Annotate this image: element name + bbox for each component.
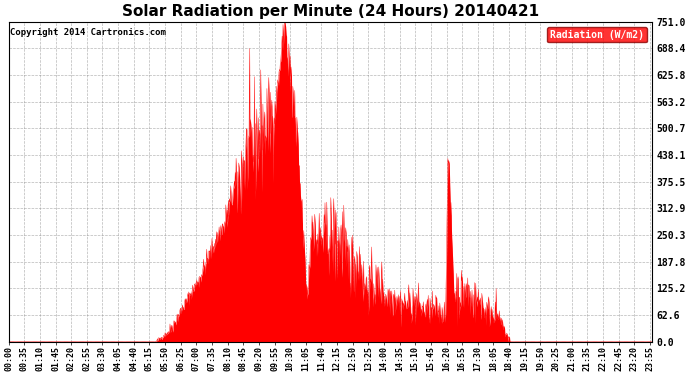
Text: Copyright 2014 Cartronics.com: Copyright 2014 Cartronics.com [10, 28, 166, 37]
Legend: Radiation (W/m2): Radiation (W/m2) [547, 27, 647, 42]
Title: Solar Radiation per Minute (24 Hours) 20140421: Solar Radiation per Minute (24 Hours) 20… [121, 4, 539, 19]
